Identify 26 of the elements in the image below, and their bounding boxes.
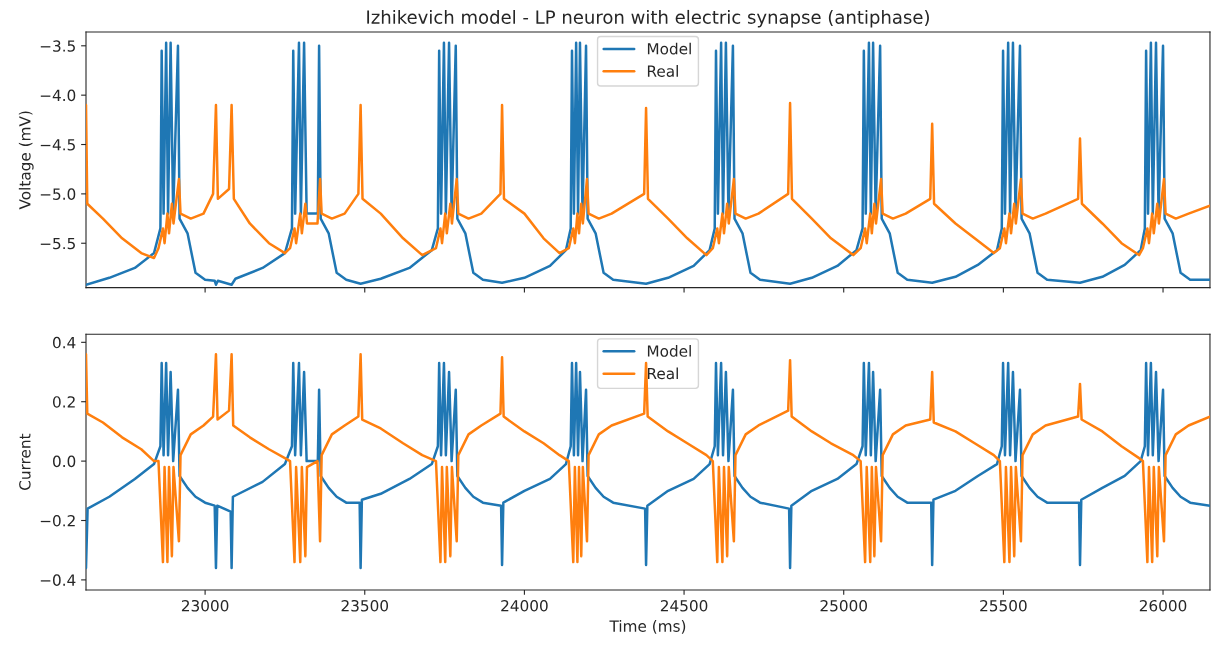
y-tick-label: −5.0: [40, 188, 76, 200]
x-axis-title: Time (ms): [609, 620, 686, 634]
legend-label: Real: [647, 65, 678, 77]
y-tick-label: −0.2: [40, 514, 75, 527]
x-tick-label: 24500: [660, 599, 708, 612]
chart-title: Izhikevich model - LP neuron with electric synapse (antiphase): [367, 9, 929, 28]
y-axis-title: Current: [19, 433, 31, 490]
y-tick-label: −3.5: [40, 40, 75, 52]
x-tick-label: 24000: [501, 599, 548, 612]
legend-label: Model: [647, 42, 691, 55]
line-series: [86, 101, 1210, 260]
x-tick-label: 25000: [820, 599, 868, 612]
y-axis-title: Voltage (mV): [18, 111, 34, 210]
y-tick-label: 0.2: [52, 396, 75, 408]
x-tick-label: 25500: [980, 599, 1027, 612]
y-tick-label: −5.5: [40, 237, 75, 250]
legend-label: Model: [647, 345, 691, 357]
legend-label: Real: [647, 367, 678, 380]
y-tick-label: −4.0: [40, 89, 76, 102]
y-tick-label: −4.5: [40, 139, 75, 151]
x-tick-label: 23500: [341, 599, 389, 612]
x-tick-label: 23000: [181, 599, 229, 612]
y-tick-label: 0.0: [52, 455, 76, 468]
y-tick-label: 0.4: [52, 336, 76, 349]
y-tick-label: −0.4: [40, 574, 76, 586]
x-tick-label: 26000: [1139, 599, 1187, 612]
